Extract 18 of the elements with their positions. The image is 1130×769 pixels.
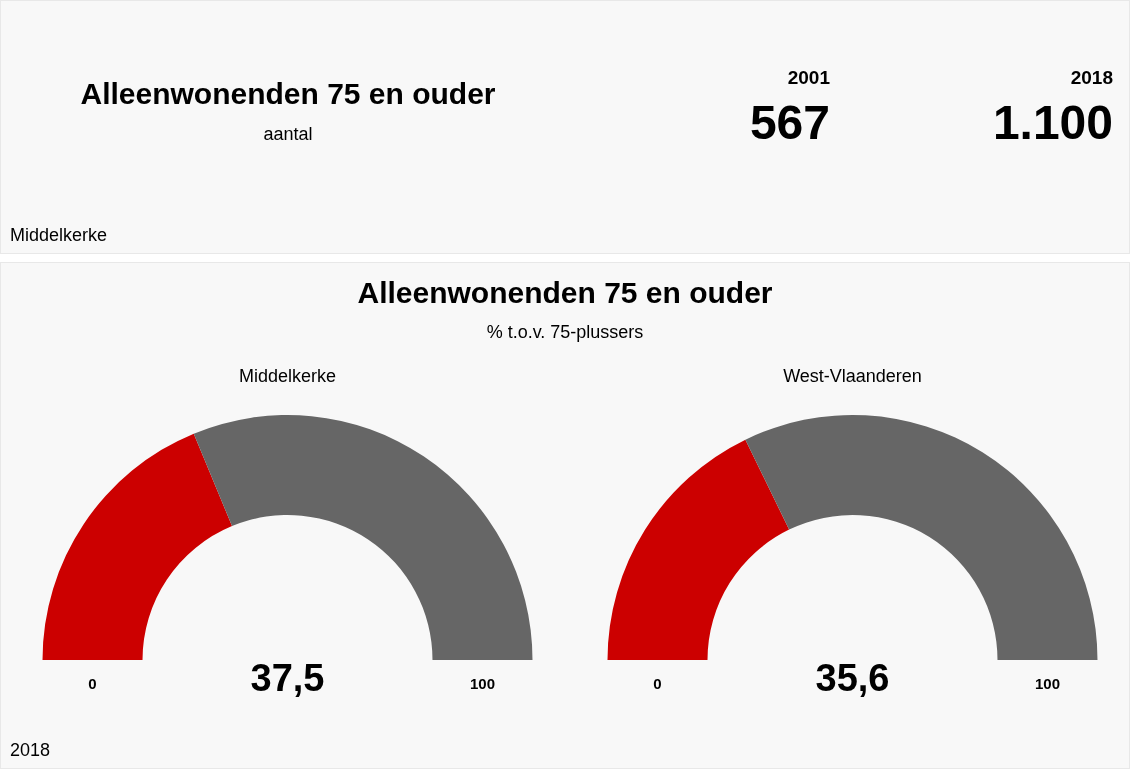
category-label: 2001 (787, 67, 831, 88)
text: 0 (653, 675, 662, 692)
text: 1.100 (992, 96, 1113, 149)
text: 567 (749, 96, 830, 149)
text: 2018 (10, 740, 51, 760)
text: 0 (88, 675, 97, 692)
chart-title: Middelkerke (238, 366, 337, 386)
text: % t.o.v. 75-plussers (486, 322, 644, 342)
text: 37,5 (250, 657, 325, 699)
text: 35,6 (815, 657, 890, 699)
text: aantal (263, 124, 313, 144)
text: 100 (469, 675, 496, 692)
chart-title: West-Vlaanderen (783, 366, 922, 386)
text: Alleenwonenden 75 en ouder (80, 77, 496, 110)
text: Alleenwonenden 75 en ouder (357, 276, 773, 309)
category-label: 2018 (1070, 67, 1113, 88)
text: 100 (1034, 675, 1061, 692)
text: Middelkerke (10, 225, 108, 245)
